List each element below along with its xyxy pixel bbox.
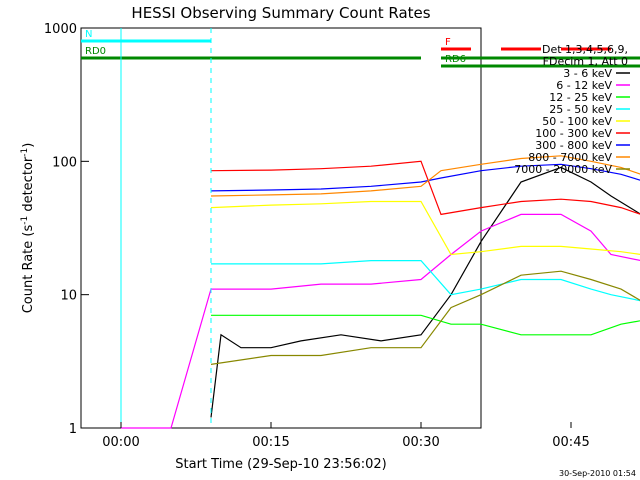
y-axis: 1 10 100 1000 [44,22,89,437]
y-axis-label-mid: detector [21,156,36,216]
y-tick-label-1: 10 [60,289,77,304]
legend-label-7: 800 - 7000 keV [528,151,612,164]
legend: Det 1,3,4,5,6,9, FDecim 1, Att 0 3 - 6 k… [514,43,630,176]
state-label-rd6: RD6 [445,54,466,65]
series-line-0 [210,166,640,418]
legend-header-1: Det 1,3,4,5,6,9, [542,43,628,56]
series-line-8 [210,270,640,365]
plot-frame [80,27,482,429]
legend-label-4: 50 - 100 keV [542,115,612,128]
series-line-2 [211,314,640,336]
legend-header-2: FDecim 1, Att 0 [543,55,628,68]
legend-label-1: 6 - 12 keV [556,79,612,92]
series-line-4 [210,200,640,256]
legend-label-5: 100 - 300 keV [535,127,612,140]
legend-label-2: 12 - 25 keV [549,91,612,104]
x-tick-label-2: 00:30 [402,435,439,450]
series-line-6 [210,163,640,192]
x-tick-label-0: 00:00 [102,435,139,450]
legend-label-8: 7000 - 20000 keV [514,163,612,176]
y-axis-label-main: Count Rate (s [21,225,36,314]
series-line-1 [121,213,640,429]
x-axis-label: Start Time (29-Sep-10 23:56:02) [175,457,386,472]
plot-area: N F RD0 RD6 [80,27,640,429]
state-label-n: N [85,29,92,40]
states-layer: N F RD0 RD6 [81,29,640,68]
y-tick-label-2: 100 [52,155,77,170]
legend-label-6: 300 - 800 keV [535,139,612,152]
y-axis-label: Count Rate (s-1 detector-1) [20,143,36,314]
series-layer [121,155,640,429]
series-line-3 [211,260,640,302]
state-label-rd0: RD0 [85,46,106,57]
series-line-5 [210,160,640,216]
legend-label-3: 25 - 50 keV [549,103,612,116]
x-tick-label-3: 00:45 [552,435,589,450]
chart-title: HESSI Observing Summary Count Rates [131,4,430,22]
y-axis-label-sup1: -1 [20,216,30,225]
y-axis-label-end: ) [21,143,36,148]
series-line-7 [210,155,640,197]
x-tick-label-1: 00:15 [252,435,289,450]
y-tick-label-0: 1 [69,422,77,437]
vline-layer [120,28,212,428]
footer-timestamp: 30-Sep-2010 01:54 [559,469,636,478]
state-label-f: F [445,37,451,48]
y-tick-label-3: 1000 [44,22,77,37]
y-axis-label-sup2: -1 [20,148,30,157]
legend-label-0: 3 - 6 keV [563,67,612,80]
